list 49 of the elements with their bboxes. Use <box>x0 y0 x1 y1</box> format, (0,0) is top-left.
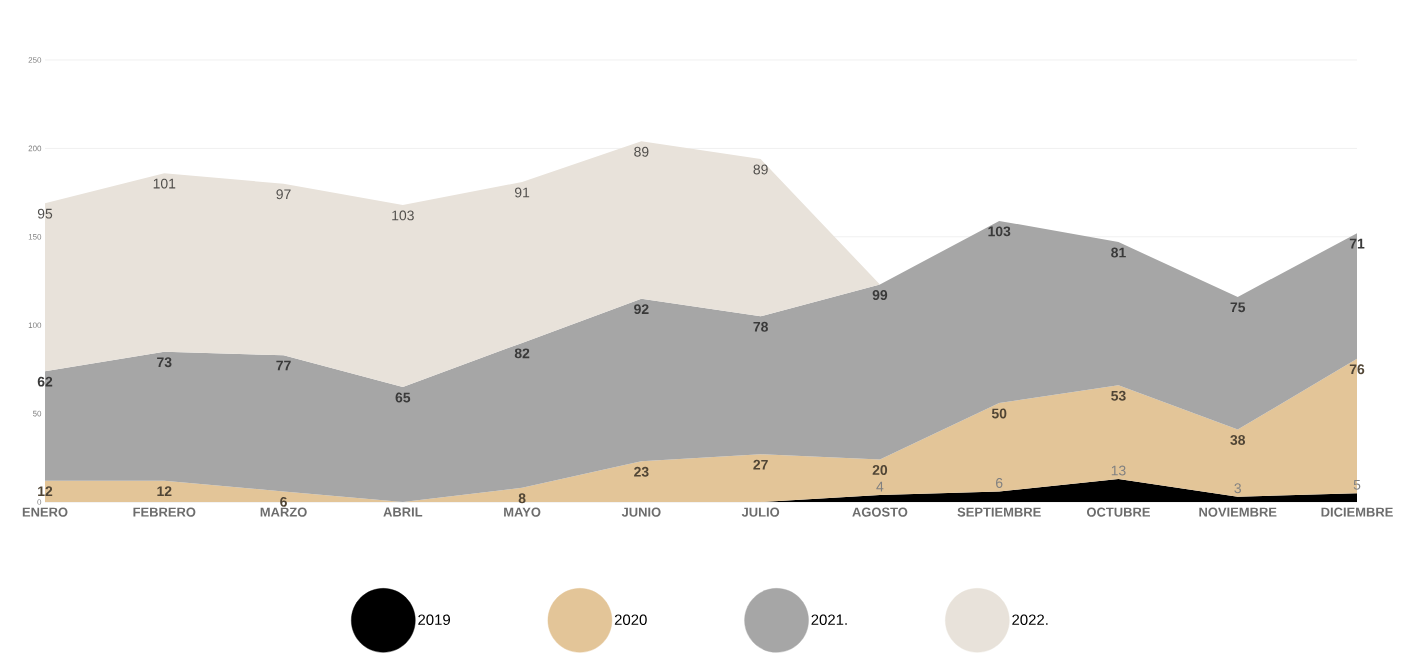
x-tick-label: DICIEMBRE <box>1321 507 1393 517</box>
data-label: 77 <box>276 360 291 371</box>
x-tick-label: SEPTIEMBRE <box>957 507 1041 517</box>
data-label: 76 <box>1349 364 1365 375</box>
legend-label: 2022. <box>1012 614 1048 625</box>
data-label: 91 <box>514 187 530 198</box>
data-label: 103 <box>988 226 1011 237</box>
data-label: 97 <box>276 189 291 200</box>
data-label: 6 <box>996 477 1003 488</box>
data-label: 20 <box>872 465 888 475</box>
data-label: 101 <box>153 178 176 189</box>
data-label: 71 <box>1349 238 1365 249</box>
data-label: 65 <box>395 392 411 403</box>
x-tick-label: FEBRERO <box>133 507 196 517</box>
x-tick-label: ABRIL <box>383 507 423 517</box>
x-tick-label: MAYO <box>504 507 541 517</box>
data-label: 89 <box>634 146 649 157</box>
data-label: 62 <box>37 376 53 387</box>
data-label: 27 <box>753 459 768 470</box>
x-tick-label: NOVIEMBRE <box>1199 507 1277 517</box>
data-label: 6 <box>280 496 287 507</box>
x-tick-label: JUNIO <box>621 507 661 517</box>
x-tick-label: AGOSTO <box>852 507 908 517</box>
data-label: 81 <box>1111 247 1126 258</box>
x-tick-label: JULIO <box>741 507 780 517</box>
x-tick-label: ENERO <box>22 507 68 517</box>
data-label: 8 <box>518 493 526 504</box>
data-label: 13 <box>1111 465 1126 476</box>
data-label: 89 <box>753 164 768 175</box>
data-label: 99 <box>872 290 888 300</box>
data-label: 3 <box>1234 483 1241 494</box>
legend-label: 2020 <box>614 614 647 625</box>
data-label: 95 <box>37 208 53 219</box>
data-label: 78 <box>753 321 768 332</box>
data-label: 53 <box>1111 390 1126 401</box>
data-label: 75 <box>1230 302 1246 313</box>
data-label: 103 <box>392 210 414 221</box>
legend-label: 2021. <box>811 614 847 625</box>
legend-label: 2019 <box>418 614 450 625</box>
data-label: 12 <box>157 486 172 497</box>
x-tick-label: OCTUBRE <box>1086 507 1150 517</box>
data-label: 4 <box>876 481 884 492</box>
data-label: 50 <box>991 408 1007 419</box>
data-label: 73 <box>157 357 172 368</box>
data-label: 23 <box>634 466 649 477</box>
data-label: 38 <box>1230 435 1246 445</box>
x-tick-label: MARZO <box>260 507 307 517</box>
data-label: 92 <box>634 304 649 315</box>
data-label: 82 <box>514 348 530 359</box>
